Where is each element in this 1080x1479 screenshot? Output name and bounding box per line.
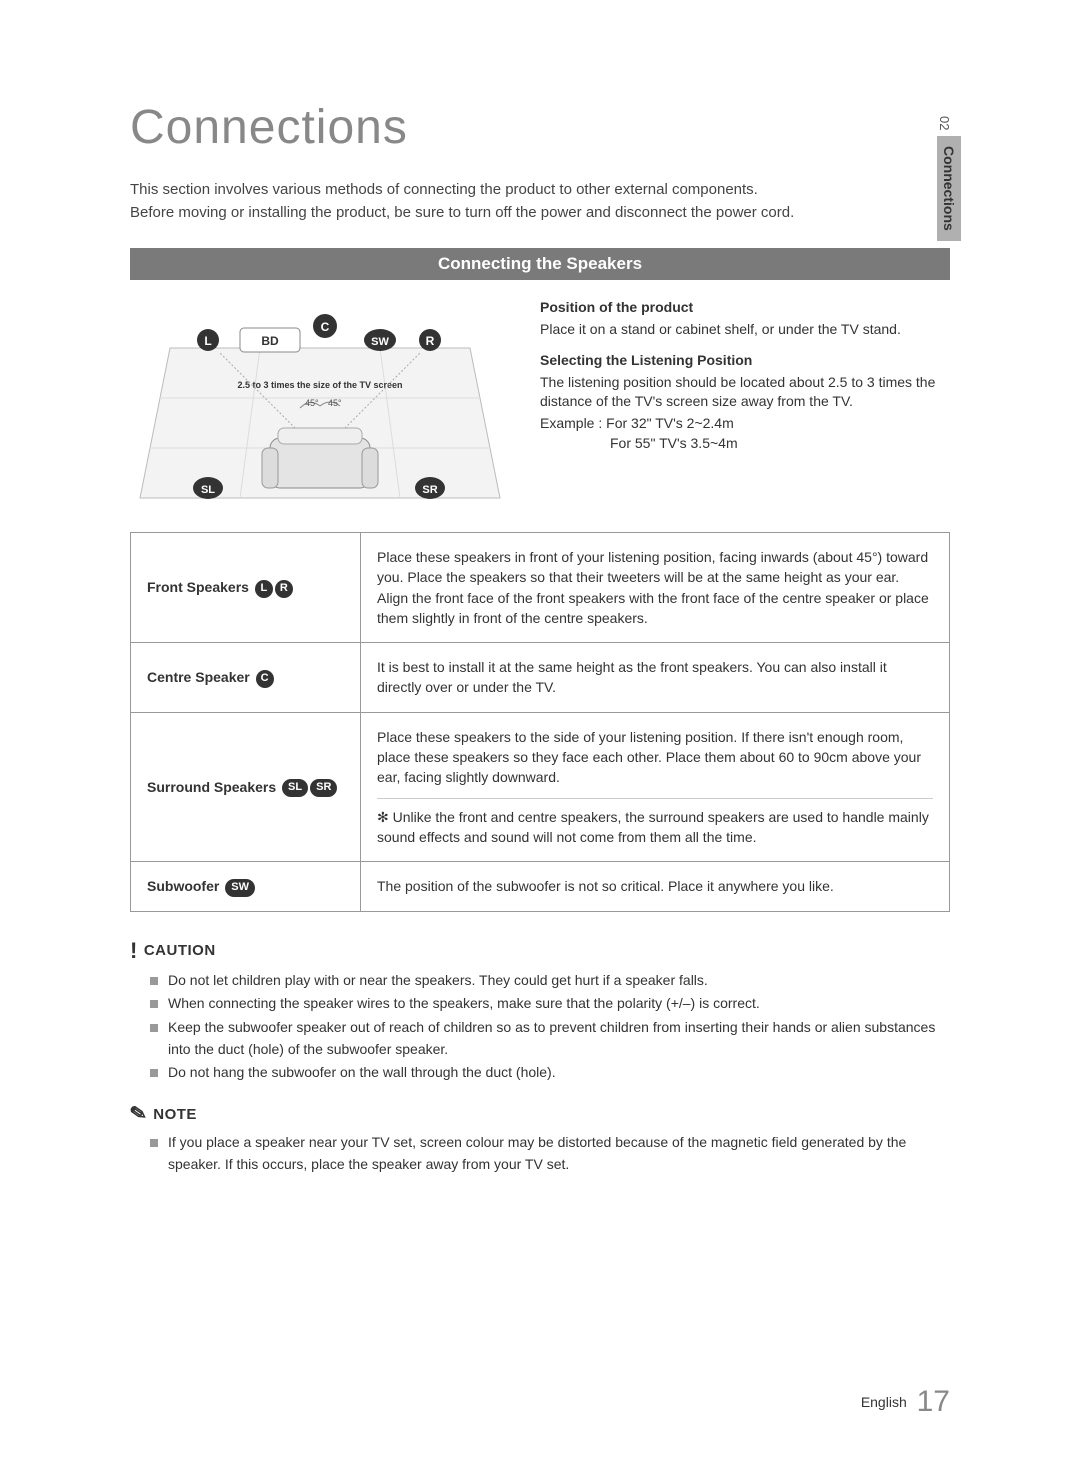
table-row: Front Speakers LRPlace these speakers in… (131, 533, 950, 643)
position-info: Position of the product Place it on a st… (540, 298, 950, 508)
speaker-badge: C (256, 670, 274, 688)
intro-paragraph: This section involves various methods of… (130, 179, 950, 224)
side-chapter-number: 02 (937, 110, 952, 136)
diagram-bd-label: BD (261, 334, 279, 348)
speaker-placement-table: Front Speakers LRPlace these speakers in… (130, 532, 950, 912)
table-row: Centre Speaker CIt is best to install it… (131, 643, 950, 713)
table-row-head: Centre Speaker C (131, 643, 361, 713)
position-text: Place it on a stand or cabinet shelf, or… (540, 320, 950, 340)
list-item: If you place a speaker near your TV set,… (150, 1132, 950, 1175)
listening-example-2: For 55" TV's 3.5~4m (540, 434, 950, 454)
svg-text:L: L (204, 334, 211, 348)
note-heading: ✎ NOTE (130, 1104, 950, 1124)
speaker-badge: L (255, 580, 273, 598)
speaker-badge: SR (310, 779, 337, 797)
note-label: NOTE (153, 1106, 197, 1123)
section-header-bar: Connecting the Speakers (130, 248, 950, 280)
list-item: Do not hang the subwoofer on the wall th… (150, 1062, 950, 1084)
diagram-caption: 2.5 to 3 times the size of the TV screen (237, 380, 402, 390)
caution-label: CAUTION (144, 942, 216, 959)
list-item: Keep the subwoofer speaker out of reach … (150, 1017, 950, 1060)
svg-text:SW: SW (371, 336, 389, 348)
listening-text: The listening position should be located… (540, 373, 950, 412)
note-icon: ✎ (128, 1103, 148, 1126)
table-row-head: Front Speakers LR (131, 533, 361, 643)
speaker-badge: SW (225, 879, 255, 897)
footer-language: English (861, 1394, 907, 1410)
footer-page-number: 17 (917, 1385, 950, 1418)
page-title: Connections (130, 100, 950, 155)
table-row: Subwoofer SWThe position of the subwoofe… (131, 862, 950, 911)
table-row-body: The position of the subwoofer is not so … (361, 862, 950, 911)
table-row: Surround Speakers SLSRPlace these speake… (131, 712, 950, 861)
svg-text:45°: 45° (305, 398, 319, 408)
caution-heading: ! CAUTION (130, 940, 950, 962)
listening-heading: Selecting the Listening Position (540, 351, 950, 371)
list-item: When connecting the speaker wires to the… (150, 993, 950, 1015)
svg-text:C: C (321, 320, 330, 334)
listening-example-1: Example : For 32" TV's 2~2.4m (540, 414, 950, 434)
position-heading: Position of the product (540, 298, 950, 318)
speaker-badge: R (275, 580, 293, 598)
caution-icon: ! (130, 940, 138, 962)
table-row-body: Place these speakers in front of your li… (361, 533, 950, 643)
page-footer: English 17 (861, 1385, 950, 1419)
speaker-layout-diagram: BD C L SW R 2.5 to 3 times the size of t… (130, 298, 510, 508)
table-row-head: Subwoofer SW (131, 862, 361, 911)
svg-text:R: R (426, 334, 435, 348)
svg-text:SL: SL (201, 484, 215, 496)
side-chapter-label: Connections (937, 136, 961, 241)
svg-text:45°: 45° (328, 398, 342, 408)
note-list: If you place a speaker near your TV set,… (130, 1132, 950, 1175)
list-item: Do not let children play with or near th… (150, 970, 950, 992)
table-row-head: Surround Speakers SLSR (131, 712, 361, 861)
svg-text:SR: SR (422, 484, 437, 496)
speaker-badge: SL (282, 779, 308, 797)
table-row-body: It is best to install it at the same hei… (361, 643, 950, 713)
side-chapter-tab: 02 Connections (937, 110, 965, 330)
table-row-body: Place these speakers to the side of your… (361, 712, 950, 861)
caution-list: Do not let children play with or near th… (130, 970, 950, 1084)
